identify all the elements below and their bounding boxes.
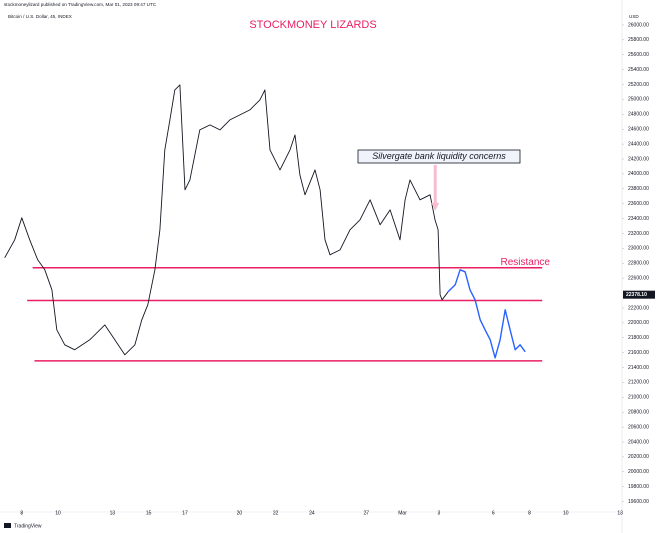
x-tick-label: 17 <box>182 510 188 516</box>
y-tick-label: 20600.00 <box>628 424 649 430</box>
x-tick-label: 10 <box>563 510 569 516</box>
y-tick-label: 24600.00 <box>628 127 649 133</box>
y-tick-label: 22600.00 <box>628 275 649 281</box>
x-tick-label: Mar <box>398 510 407 516</box>
y-tick-label: 25000.00 <box>628 97 649 103</box>
symbol: Bitcoin / U.S. Dollar, 45, INDEX <box>8 14 72 19</box>
y-tick-label: 23600.00 <box>628 201 649 207</box>
annotation-box <box>357 149 521 164</box>
y-tick-label: 22800.00 <box>628 261 649 267</box>
y-tick-label: 24800.00 <box>628 112 649 118</box>
y-tick-label: 20000.00 <box>628 469 649 475</box>
brand: TradingView <box>14 523 42 529</box>
logo <box>4 523 11 528</box>
x-tick-label: 13 <box>110 510 116 516</box>
x-tick-label: 6 <box>492 510 495 516</box>
y-tick-label: 20200.00 <box>628 454 649 460</box>
y-tick-label: 25800.00 <box>628 37 649 43</box>
y-tick-label: 24400.00 <box>628 141 649 147</box>
y-tick-label: 22200.00 <box>628 305 649 311</box>
y-tick-label: 25600.00 <box>628 52 649 58</box>
y-tick-label: 19600.00 <box>628 499 649 505</box>
y-tick-label: 21200.00 <box>628 380 649 386</box>
y-tick-label: 21400.00 <box>628 365 649 371</box>
y-tick-label: 25200.00 <box>628 82 649 88</box>
y-tick-label: 20400.00 <box>628 439 649 445</box>
x-tick-label: 8 <box>20 510 23 516</box>
y-tick-label: 21600.00 <box>628 350 649 356</box>
y-tick-label: 26000.00 <box>628 22 649 28</box>
last-price-tag <box>623 290 655 299</box>
y-tick-label: 24200.00 <box>628 156 649 162</box>
y-tick-label: 24000.00 <box>628 171 649 177</box>
y-tick-label: 20800.00 <box>628 410 649 416</box>
y-tick-label: 25400.00 <box>628 67 649 73</box>
y-tick-label: 19800.00 <box>628 484 649 490</box>
y-tick-label: 23800.00 <box>628 186 649 192</box>
x-tick-label: 8 <box>528 510 531 516</box>
currency: USD <box>629 14 639 19</box>
y-tick-label: 21800.00 <box>628 335 649 341</box>
y-tick-label: 21000.00 <box>628 395 649 401</box>
x-tick-label: 15 <box>146 510 152 516</box>
y-tick-label: 23200.00 <box>628 231 649 237</box>
y-tick-label: 23000.00 <box>628 246 649 252</box>
x-tick-label: 22 <box>273 510 279 516</box>
x-tick-label: 24 <box>309 510 315 516</box>
publisher: stockmoneylizard published on TradingVie… <box>4 2 157 7</box>
price-line <box>447 269 526 359</box>
x-tick-label: 10 <box>55 510 61 516</box>
x-tick-label: 20 <box>237 510 243 516</box>
x-tick-label: 27 <box>364 510 370 516</box>
last-price-label: 22378.10 <box>626 292 647 298</box>
annotation: Resistance <box>501 257 551 268</box>
y-tick-label: 23400.00 <box>628 216 649 222</box>
chart-title: STOCKMONEY LIZARDS <box>249 19 376 31</box>
annotation: Silvergate bank liquidity concerns <box>372 151 506 161</box>
annotation-arrow-head <box>431 202 440 211</box>
x-tick-label: 13 <box>617 510 623 516</box>
y-tick-label: 22000.00 <box>628 320 649 326</box>
x-tick-label: 3 <box>437 510 440 516</box>
price-line <box>4 84 449 356</box>
